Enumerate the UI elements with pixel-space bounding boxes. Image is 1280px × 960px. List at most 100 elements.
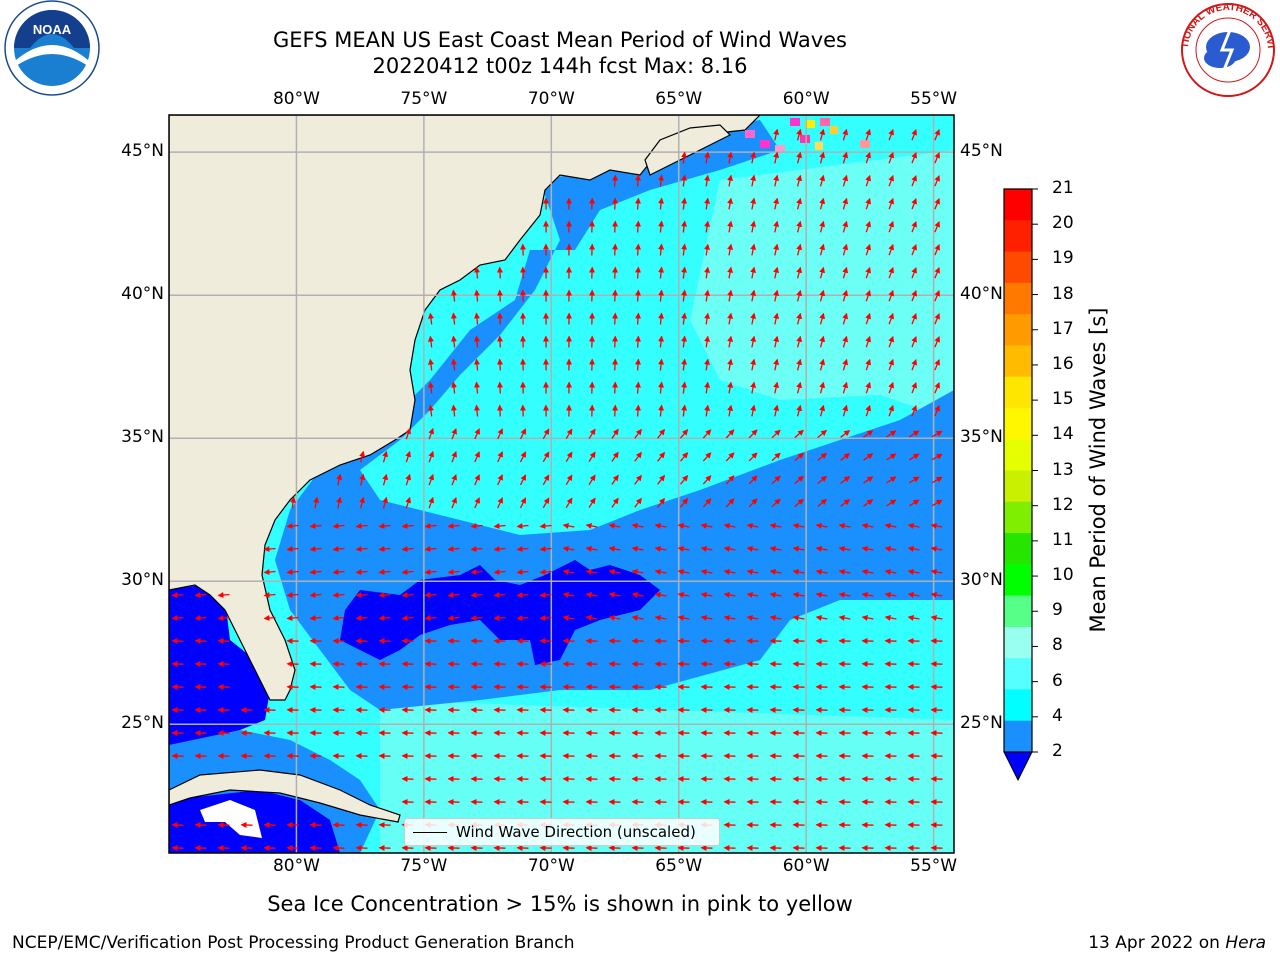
wave-arrow (450, 335, 457, 348)
wave-arrow (493, 523, 506, 530)
wind-wave-arrows (171, 128, 943, 851)
wave-arrow (750, 266, 757, 279)
wave-arrow (612, 404, 619, 417)
wave-arrow (635, 312, 642, 325)
wave-arrow (704, 151, 711, 164)
wave-arrow (585, 545, 598, 552)
wave-arrow (700, 522, 713, 529)
map-legend: Wind Wave Direction (unscaled) (404, 818, 720, 846)
wave-arrow (934, 243, 940, 256)
longitude-label-bottom: 65°W (655, 856, 703, 876)
wave-arrow (493, 569, 506, 576)
wave-arrow (470, 523, 483, 530)
wave-arrow (405, 473, 411, 486)
wave-arrow (727, 151, 734, 164)
colorbar-segment (1004, 314, 1032, 346)
colorbar-segment (1004, 533, 1032, 565)
wave-arrow (861, 614, 874, 621)
footer-host: Hera (1225, 933, 1266, 953)
wave-arrow (336, 473, 343, 486)
longitude-label-bottom: 75°W (400, 856, 448, 876)
wave-arrow (773, 197, 780, 210)
wave-arrow (796, 335, 803, 348)
wave-arrow (405, 496, 411, 509)
wave-arrow (750, 404, 757, 417)
wave-arrow (773, 243, 780, 256)
wave-arrow (723, 522, 736, 529)
wave-arrow (842, 335, 849, 348)
wave-arrow (634, 428, 642, 439)
wave-arrow (562, 522, 575, 529)
wave-arrow (658, 404, 665, 417)
wave-arrow (704, 243, 711, 256)
wave-arrow (861, 522, 874, 529)
wave-arrow (378, 569, 391, 576)
wave-arrow (888, 358, 895, 371)
wave-arrow (930, 614, 943, 621)
wave-arrow (516, 546, 529, 553)
wave-arrow (934, 335, 940, 348)
wave-arrow (702, 452, 712, 462)
land-maritimes (644, 124, 732, 176)
wave-arrow (796, 243, 803, 256)
wave-arrow (405, 427, 411, 440)
longitude-label-top: 80°W (272, 89, 320, 109)
wave-arrow (842, 381, 849, 394)
wave-arrow (750, 381, 757, 394)
wave-arrow (792, 614, 805, 621)
wave-arrow (565, 474, 573, 486)
colorbar-segment (1004, 282, 1032, 315)
wave-arrow (516, 592, 529, 599)
wave-arrow (681, 335, 688, 348)
wave-arrow (424, 569, 437, 576)
wave-arrow (773, 151, 780, 164)
wave-arrow (681, 151, 688, 164)
wave-arrow (473, 404, 480, 417)
wave-arrow (819, 358, 826, 371)
wave-arrow (680, 429, 689, 439)
wave-arrow (658, 197, 665, 210)
wave-arrow (931, 476, 943, 484)
colorbar-segment (1004, 720, 1032, 753)
wave-arrow (884, 545, 897, 552)
wave-arrow (473, 335, 480, 348)
longitude-label-top: 55°W (910, 89, 958, 109)
wave-arrow (612, 243, 619, 256)
wave-arrow (911, 335, 917, 348)
wave-arrow (911, 266, 917, 279)
wave-arrow (470, 569, 483, 576)
wave-arrow (378, 615, 391, 622)
wave-arrow (496, 358, 503, 371)
wave-arrow (680, 452, 689, 462)
wave-arrow (704, 220, 711, 233)
wave-arrow (750, 289, 757, 302)
wave-arrow (562, 614, 575, 621)
wave-arrow (631, 614, 644, 621)
wave-arrow (677, 522, 690, 529)
wave-arrow (842, 243, 849, 256)
wave-arrow (750, 335, 757, 348)
wave-arrow (612, 358, 619, 371)
wave-arrow (750, 197, 757, 210)
wave-arrow (447, 592, 460, 599)
wave-arrow (263, 615, 276, 622)
latitude-label-right: 40°N (960, 284, 1003, 305)
footer-credit: NCEP/EMC/Verification Post Processing Pr… (12, 933, 575, 953)
wave-arrow (907, 591, 920, 598)
wave-arrow (631, 545, 644, 552)
wave-arrow (911, 243, 917, 256)
footer-date-text: 13 Apr 2022 on (1088, 933, 1220, 953)
wave-arrow (796, 289, 803, 302)
wave-arrow (769, 614, 782, 621)
latitude-label-right: 35°N (960, 427, 1003, 448)
wave-arrow (934, 358, 940, 371)
wave-arrow (840, 499, 851, 507)
wave-arrow (588, 497, 596, 508)
wave-arrow (611, 497, 619, 508)
wave-arrow (401, 592, 414, 599)
wave-arrow (865, 243, 871, 256)
wave-arrow (930, 545, 943, 552)
wave-arrow (355, 546, 368, 553)
wave-arrow (171, 592, 184, 599)
wave-arrow (450, 358, 457, 371)
